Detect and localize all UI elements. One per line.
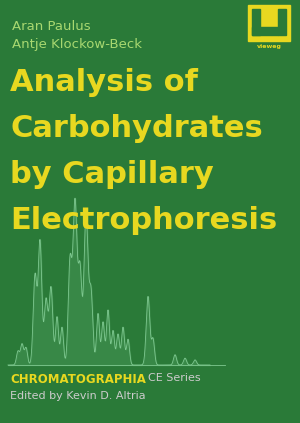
- Text: vieweg: vieweg: [256, 44, 281, 49]
- Text: Antje Klockow-Beck: Antje Klockow-Beck: [12, 38, 142, 51]
- Bar: [252, 9, 260, 35]
- Text: by Capillary: by Capillary: [10, 160, 214, 189]
- Text: Electrophoresis: Electrophoresis: [10, 206, 277, 235]
- Text: Analysis of: Analysis of: [10, 68, 198, 97]
- Text: Aran Paulus: Aran Paulus: [12, 20, 91, 33]
- Bar: [252, 27, 278, 35]
- Text: Carbohydrates: Carbohydrates: [10, 114, 263, 143]
- Bar: [248, 5, 290, 41]
- Text: CE Series: CE Series: [148, 373, 201, 383]
- Text: Edited by Kevin D. Altria: Edited by Kevin D. Altria: [10, 391, 146, 401]
- Text: CHROMATOGRAPHIA: CHROMATOGRAPHIA: [10, 373, 146, 386]
- Bar: [278, 9, 286, 35]
